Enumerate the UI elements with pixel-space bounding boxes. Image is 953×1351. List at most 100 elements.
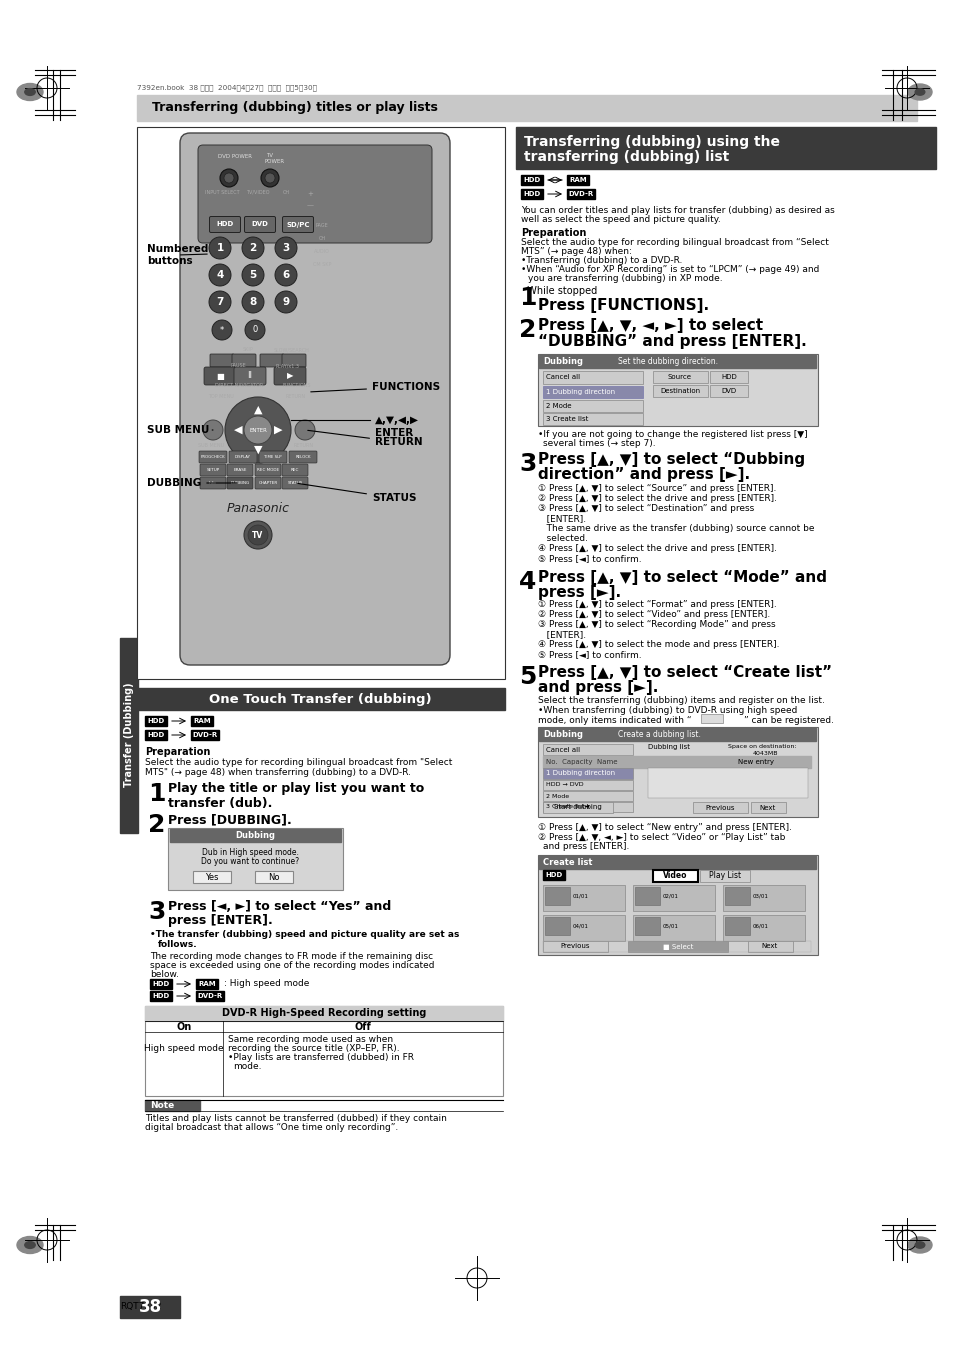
Text: ④ Press [▲, ▼] to select the drive and press [ENTER].: ④ Press [▲, ▼] to select the drive and p… xyxy=(537,544,776,553)
Text: CM SKP: CM SKP xyxy=(313,262,331,267)
Text: SUB MENU: SUB MENU xyxy=(197,443,224,449)
Text: TV: TV xyxy=(266,153,273,158)
Text: ERASE: ERASE xyxy=(233,467,247,471)
Text: 02/01: 02/01 xyxy=(662,893,679,898)
Circle shape xyxy=(224,173,233,182)
Text: FUNCTIONS: FUNCTIONS xyxy=(283,382,312,388)
Text: Previous: Previous xyxy=(559,943,589,950)
Text: Transfer (Dubbing): Transfer (Dubbing) xyxy=(124,682,133,788)
Text: HDD: HDD xyxy=(147,732,165,738)
Circle shape xyxy=(248,526,268,544)
Circle shape xyxy=(209,236,231,259)
Text: recording the source title (XP–EP, FR).: recording the source title (XP–EP, FR). xyxy=(228,1044,399,1052)
Text: 7: 7 xyxy=(216,297,223,307)
Text: 9: 9 xyxy=(282,297,290,307)
FancyBboxPatch shape xyxy=(258,451,287,463)
Text: HDD → DVD: HDD → DVD xyxy=(545,782,583,788)
Bar xyxy=(137,127,504,680)
Text: DVD-R: DVD-R xyxy=(197,993,222,998)
Bar xyxy=(542,757,810,767)
Text: You can order titles and play lists for transfer (dubbing) as desired as: You can order titles and play lists for … xyxy=(520,205,834,215)
Text: Do you want to continue?: Do you want to continue? xyxy=(201,857,298,866)
Text: On: On xyxy=(176,1021,192,1032)
Circle shape xyxy=(294,420,314,440)
Text: STATUS: STATUS xyxy=(287,481,302,485)
Bar xyxy=(635,888,659,905)
Text: The recording mode changes to FR mode if the remaining disc: The recording mode changes to FR mode if… xyxy=(150,952,433,961)
Text: TV: TV xyxy=(253,531,263,539)
Text: •Transferring (dubbing) to a DVD-R.: •Transferring (dubbing) to a DVD-R. xyxy=(520,255,681,265)
Bar xyxy=(520,189,542,199)
Text: 1: 1 xyxy=(148,782,165,807)
Text: Preparation: Preparation xyxy=(520,228,586,238)
Bar xyxy=(724,917,749,935)
FancyBboxPatch shape xyxy=(282,463,308,476)
Bar xyxy=(724,888,749,905)
Text: ■ Select: ■ Select xyxy=(662,943,693,950)
FancyBboxPatch shape xyxy=(289,451,316,463)
Text: TOP MENU: TOP MENU xyxy=(208,394,233,399)
Text: RETURN: RETURN xyxy=(308,431,422,447)
Bar xyxy=(542,942,810,952)
Text: ▲,▼,◀,▶: ▲,▼,◀,▶ xyxy=(375,415,418,426)
Bar xyxy=(722,915,804,942)
Circle shape xyxy=(203,420,223,440)
Text: DVD-R: DVD-R xyxy=(568,190,593,197)
Text: DVD: DVD xyxy=(720,388,736,394)
Circle shape xyxy=(274,290,296,313)
Text: Create list: Create list xyxy=(542,858,592,867)
Text: you are transferring (dubbing) in XP mode.: you are transferring (dubbing) in XP mod… xyxy=(527,274,721,282)
Circle shape xyxy=(225,397,291,463)
FancyBboxPatch shape xyxy=(200,477,226,489)
Text: ■: ■ xyxy=(215,372,224,381)
Circle shape xyxy=(261,169,278,186)
Text: “DUBBING” and press [ENTER].: “DUBBING” and press [ENTER]. xyxy=(537,334,806,349)
Text: ② Press [▲, ▼] to select the drive and press [ENTER].: ② Press [▲, ▼] to select the drive and p… xyxy=(537,494,776,503)
FancyBboxPatch shape xyxy=(254,463,281,476)
Bar xyxy=(191,716,213,725)
Text: Video: Video xyxy=(662,871,686,881)
Bar xyxy=(635,917,659,935)
Text: Next: Next xyxy=(760,804,776,811)
FancyBboxPatch shape xyxy=(233,367,266,385)
Text: 2: 2 xyxy=(249,243,256,253)
Text: ④ Press [▲, ▼] to select the mode and press [ENTER].: ④ Press [▲, ▼] to select the mode and pr… xyxy=(537,640,779,648)
Text: Press [▲, ▼] to select “Create list”: Press [▲, ▼] to select “Create list” xyxy=(537,665,831,680)
Text: digital broadcast that allows “One time only recording”.: digital broadcast that allows “One time … xyxy=(145,1123,397,1132)
Text: 7392en.book  38 ページ  2004年4月27日  火曜日  午後5時30分: 7392en.book 38 ページ 2004年4月27日 火曜日 午後5時30… xyxy=(137,84,316,91)
Bar xyxy=(120,1296,180,1319)
Circle shape xyxy=(265,173,274,182)
Bar xyxy=(145,716,167,725)
FancyBboxPatch shape xyxy=(200,463,226,476)
Circle shape xyxy=(274,236,296,259)
Text: : High speed mode: : High speed mode xyxy=(224,979,309,988)
Text: [ENTER].: [ENTER]. xyxy=(537,630,585,639)
Text: 0: 0 xyxy=(253,326,257,335)
Text: •When transferring (dubbing) to DVD-R using high speed: •When transferring (dubbing) to DVD-R us… xyxy=(537,707,797,715)
Text: ⑤ Press [◄] to confirm.: ⑤ Press [◄] to confirm. xyxy=(537,554,641,563)
Text: HDD: HDD xyxy=(147,717,165,724)
Text: FUNCTIONS: FUNCTIONS xyxy=(311,382,439,392)
Ellipse shape xyxy=(907,1238,931,1252)
Bar xyxy=(542,400,642,412)
Text: ① Press [▲, ▼] to select “New entry” and press [ENTER].: ① Press [▲, ▼] to select “New entry” and… xyxy=(537,823,791,832)
Text: Press [◄, ►] to select “Yes” and: Press [◄, ►] to select “Yes” and xyxy=(168,900,391,913)
Bar xyxy=(520,176,542,185)
Text: SETUP: SETUP xyxy=(206,467,219,471)
Text: CH: CH xyxy=(318,236,325,240)
Text: New entry: New entry xyxy=(738,759,773,765)
FancyBboxPatch shape xyxy=(210,216,240,232)
Bar xyxy=(542,780,633,790)
Bar xyxy=(542,413,642,426)
Text: RAM: RAM xyxy=(198,981,215,988)
Text: 3: 3 xyxy=(282,243,290,253)
Text: •Play lists are transferred (dubbed) in FR: •Play lists are transferred (dubbed) in … xyxy=(228,1052,414,1062)
FancyBboxPatch shape xyxy=(198,145,432,243)
Bar xyxy=(542,802,633,812)
Text: selected.: selected. xyxy=(537,534,587,543)
Text: Select the transferring (dubbing) items and register on the list.: Select the transferring (dubbing) items … xyxy=(537,696,824,705)
Text: 05/01: 05/01 xyxy=(662,923,679,928)
Text: While stopped: While stopped xyxy=(520,286,597,296)
Text: ① Press [▲, ▼] to select “Source” and press [ENTER].: ① Press [▲, ▼] to select “Source” and pr… xyxy=(537,484,776,493)
FancyBboxPatch shape xyxy=(227,463,253,476)
